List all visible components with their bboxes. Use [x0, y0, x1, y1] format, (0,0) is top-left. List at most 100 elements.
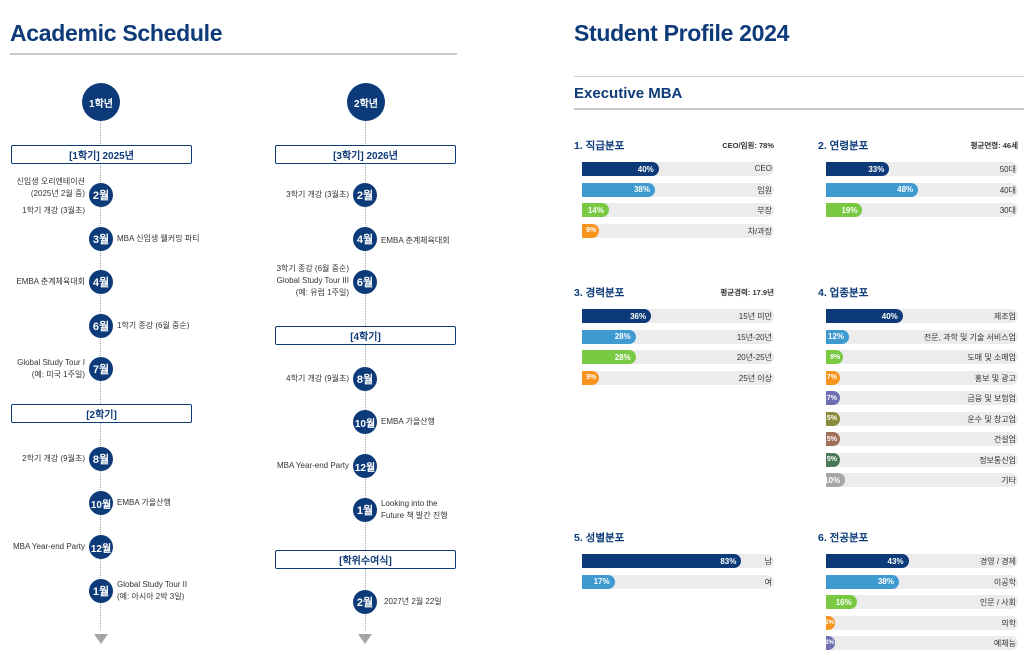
profile-block-5: 5. 성별분포 83% 남 17% 여 [574, 530, 774, 595]
bar-label: 40대 [999, 185, 1016, 195]
bar-track [582, 574, 774, 589]
bar-row: 7% 홍보 및 광고 [826, 370, 1018, 385]
bar-row: 16% 인문 / 사회 [826, 595, 1018, 609]
bar-fill: 43% [826, 554, 909, 568]
bar-fill: 16% [826, 595, 857, 609]
block-title: 5. 성별분포 [574, 532, 625, 544]
event-sem1-end: 1학기 종강 (6월 중순) [117, 321, 190, 330]
bar-label: 남 [764, 557, 772, 566]
semester-1-label: [1학기] 2025년 [11, 145, 192, 164]
block-title: 3. 경력분포 [574, 287, 625, 299]
bar-track [826, 452, 1018, 467]
bar-label: 경영 / 경제 [979, 557, 1016, 566]
bar-fill: 5% [826, 432, 840, 446]
event-sem1-start: 1학기 개강 (3월초) [22, 206, 85, 215]
bar-label: 임원 [757, 185, 772, 195]
down-arrow-icon [94, 634, 108, 644]
bar-label: 제조업 [993, 312, 1016, 321]
bar-label: 기타 [1001, 476, 1016, 485]
bar-row: 12% 전문, 과학 및 기술 서비스업 [826, 329, 1018, 344]
bar-track [582, 223, 774, 238]
profile-block-3: 3. 경력분포 평균경력: 17.9년 36% 15년 미만 28% 15년-20년 28%… [574, 285, 774, 391]
event-autumn-hike-2: EMBA 가을산행 [381, 417, 435, 426]
bar-label: 예체능 [993, 639, 1016, 648]
bar-fill: 40% [582, 162, 659, 176]
block-title: 6. 전공분포 [818, 532, 869, 544]
bar-fill: 17% [582, 574, 615, 589]
month-jun-2: 6월 [353, 270, 377, 294]
month-apr-2: 4월 [353, 227, 377, 251]
block-title: 1. 직급분포 [574, 140, 625, 152]
profile-block-6: 6. 전공분포 43% 경영 / 경제 38% 이공학 16% 인문 / 사회 2% 의학 2% 예… [818, 530, 1018, 657]
semester-2-label: [2학기] [11, 404, 192, 423]
bar-fill: 12% [826, 329, 850, 344]
event-year-end-party-2: MBA Year-end Party [276, 461, 349, 470]
bar-track [826, 636, 1018, 650]
bar-row: 83% 남 [582, 554, 774, 568]
bar-row: 5% 운수 및 창고업 [826, 411, 1018, 426]
bar-row: 2% 의학 [825, 615, 1018, 630]
bar-label: 인문 / 사회 [979, 598, 1016, 607]
block-header: 2. 연령분포 평균연령: 46세 [818, 138, 1018, 152]
bar-row: 28% 15년-20년 [582, 329, 774, 344]
bar-row: 36% 15년 미만 [582, 309, 774, 323]
bar-track [826, 350, 1018, 364]
bar-label: 부장 [757, 206, 772, 215]
bar-label: 25년 이상 [738, 373, 772, 383]
bar-fill: 5% [826, 452, 840, 467]
bar-label: 15년 미만 [738, 312, 772, 321]
month-jul: 7월 [89, 357, 113, 381]
bar-fill: 28% [582, 350, 636, 364]
event-orientation: 신입생 오리엔테이션 (2025년 2월 중) [16, 177, 85, 198]
bar-track [582, 203, 774, 217]
bar-label: 홍보 및 광고 [974, 373, 1016, 383]
bar-fill: 36% [582, 309, 652, 323]
bar-label: 도매 및 소매업 [967, 353, 1016, 362]
month-dec: 12월 [89, 535, 113, 559]
bar-fill: 7% [826, 391, 840, 405]
schedule-title: Academic Schedule [10, 20, 223, 46]
bar-track [826, 432, 1018, 446]
bar-track [826, 391, 1018, 405]
profile-top-rule [574, 76, 1024, 77]
event-autumn-hike: EMBA 가을산행 [117, 498, 171, 507]
bar-fill: 5% [826, 411, 840, 426]
bar-fill: 9% [826, 350, 844, 364]
event-study-tour-2: Global Study Tour II (예: 아시아 2박 3일) [117, 580, 188, 601]
bar-row: 10% 기타 [824, 473, 1018, 487]
bar-track [582, 370, 774, 385]
profile-block-4: 4. 업종분포 40% 제조업 12% 전문, 과학 및 기술 서비스업 9% 도매 및 소… [818, 285, 1018, 494]
bar-label: 이공학 [993, 577, 1016, 587]
bar-track [826, 615, 1018, 630]
month-dec-2: 12월 [353, 454, 377, 478]
event-welcome-party: MBA 신입생 웰커밍 파티 [117, 234, 200, 243]
event-sports-day: EMBA 춘계체육대회 [16, 277, 85, 286]
block-title: 4. 업종분포 [818, 287, 869, 299]
bar-label: 15년-20년 [736, 332, 772, 342]
block-title: 2. 연령분포 [818, 140, 869, 152]
bar-fill: 28% [582, 329, 636, 344]
bar-row: 14% 부장 [582, 203, 774, 217]
month-jan: 1월 [89, 579, 113, 603]
bar-row: 9% 도매 및 소매업 [826, 350, 1018, 364]
bar-row: 2% 예체능 [825, 636, 1018, 650]
bar-row: 19% 30대 [826, 203, 1018, 217]
bar-fill: 2% [825, 636, 835, 650]
event-sem2-start: 2학기 개강 (9월초) [22, 454, 85, 463]
month-oct-2: 10월 [353, 410, 377, 434]
profile-subtitle: Executive MBA [574, 85, 683, 102]
bar-label: 20년-25년 [736, 353, 772, 362]
block-header: 3. 경력분포 평균경력: 17.9년 [574, 285, 774, 299]
bar-label: 정보통신업 [979, 455, 1016, 465]
bar-fill: 38% [582, 182, 655, 197]
month-oct: 10월 [89, 491, 113, 515]
bar-row: 7% 금융 및 보험업 [826, 391, 1018, 405]
bar-label: CEO [754, 164, 772, 173]
year-circle-1: 1학년 [82, 83, 120, 121]
month-feb-2: 2월 [353, 183, 377, 207]
profile-title: Student Profile 2024 [574, 20, 790, 46]
bar-row: 43% 경영 / 경제 [826, 554, 1018, 568]
profile-block-1: 1. 직급분포 CEO/임원: 78% 40% CEO 38% 임원 14% 부장 9% 차/과장 [574, 138, 774, 244]
bar-label: 운수 및 창고업 [967, 414, 1016, 424]
